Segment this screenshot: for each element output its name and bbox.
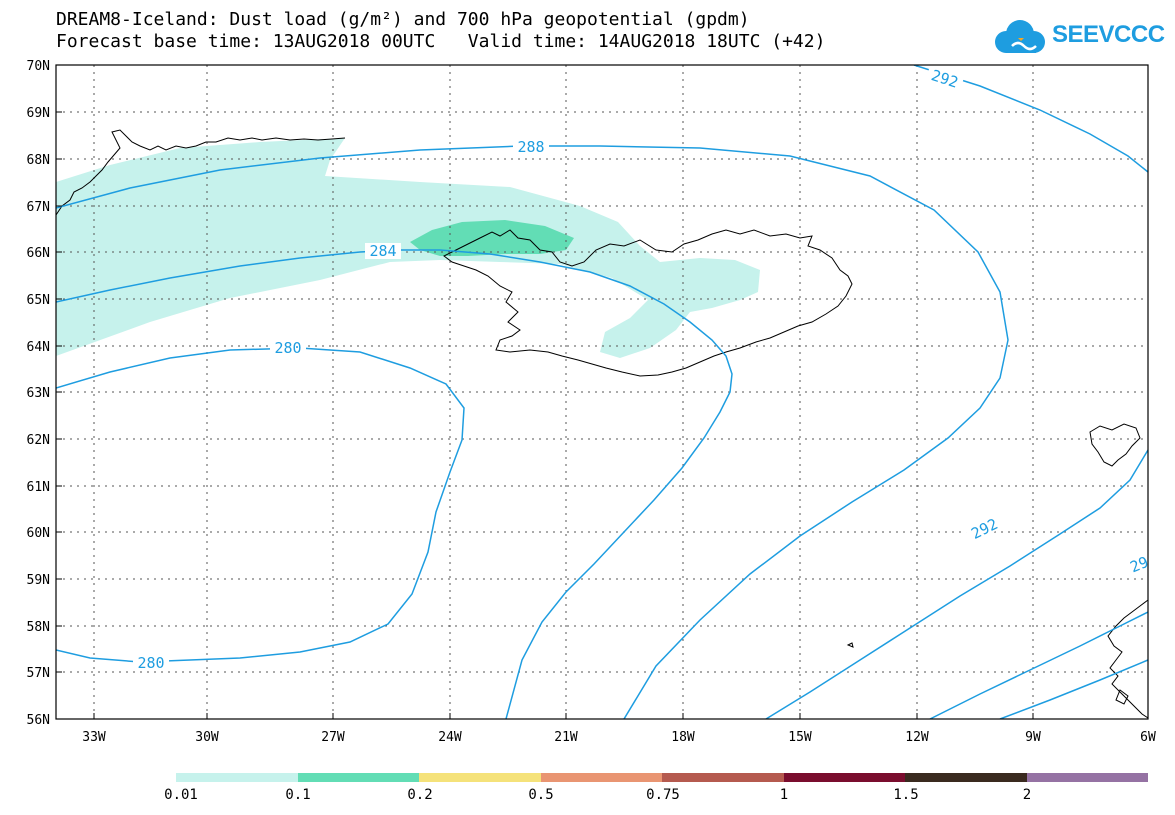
- lat-label: 65N: [27, 293, 50, 308]
- lon-label: 18W: [671, 730, 695, 745]
- colorbar-swatch: [419, 773, 541, 782]
- contour-280: [56, 347, 465, 663]
- contour-label-288: 288: [517, 138, 544, 156]
- lat-label: 67N: [27, 200, 50, 215]
- axis-ticks: [56, 64, 1034, 719]
- longitude-labels: 33W 30W 27W 24W 21W 18W 15W 12W 9W 6W: [82, 730, 1156, 745]
- lon-label: 21W: [554, 730, 578, 745]
- lat-label: 63N: [27, 386, 50, 401]
- lat-label: 69N: [27, 106, 50, 121]
- contour-284-west: [56, 249, 733, 719]
- contour-292-top: [913, 65, 1148, 173]
- contour-292-right: [765, 449, 1148, 719]
- contour-label-284: 284: [369, 242, 396, 260]
- lat-label: 70N: [27, 59, 50, 74]
- lat-label: 59N: [27, 573, 50, 588]
- lat-label: 57N: [27, 666, 50, 681]
- colorbar-swatch: [783, 773, 905, 782]
- map-title-line1: DREAM8-Iceland: Dust load (g/m²) and 700…: [56, 9, 750, 30]
- lat-label: 66N: [27, 246, 50, 261]
- lon-label: 33W: [82, 730, 106, 745]
- lon-label: 15W: [788, 730, 812, 745]
- iceland-coast: [443, 229, 853, 377]
- cloud-icon: [995, 20, 1045, 53]
- latitude-labels: 70N 69N 68N 67N 66N 65N 64N 63N 62N 61N …: [27, 59, 50, 728]
- lat-label: 68N: [27, 153, 50, 168]
- contour-label-296-edge: 29: [1128, 553, 1151, 576]
- colorbar-label: 0.2: [407, 787, 433, 803]
- colorbar-label: 0.75: [646, 787, 680, 803]
- seevccc-logo: [995, 20, 1045, 53]
- lat-label: 58N: [27, 620, 50, 635]
- colorbar-label: 2: [1022, 787, 1032, 803]
- lat-label: 64N: [27, 340, 50, 355]
- lat-label: 56N: [27, 713, 50, 728]
- contour-label-280-upper: 280: [274, 339, 301, 357]
- map-title-line2: Forecast base time: 13AUG2018 00UTC Vali…: [56, 31, 826, 52]
- contour-296: [929, 611, 1148, 719]
- colorbar-swatch: [905, 773, 1027, 782]
- colorbar-swatch: [176, 773, 298, 782]
- lon-label: 6W: [1140, 730, 1156, 745]
- geopotential-contours: [56, 65, 1148, 719]
- lon-label: 12W: [905, 730, 929, 745]
- faroe-shetland-coast: [1089, 423, 1141, 467]
- colorbar-swatch: [540, 773, 662, 782]
- dust-layer: [56, 138, 760, 358]
- logo-text: SEEVCCC: [1052, 21, 1165, 48]
- dust-area-low: [56, 138, 760, 358]
- colorbar-swatch: [662, 773, 784, 782]
- colorbar-label: 0.1: [285, 787, 311, 803]
- colorbar-label: 0.01: [164, 787, 198, 803]
- colorbar-label: 1: [779, 787, 789, 803]
- contour-label-280-lower: 280: [137, 654, 164, 672]
- colorbar-swatch: [1026, 773, 1148, 782]
- colorbar-label: 0.5: [528, 787, 554, 803]
- lon-label: 27W: [321, 730, 345, 745]
- lon-label: 9W: [1025, 730, 1041, 745]
- coastlines: [56, 129, 1148, 719]
- lat-label: 62N: [27, 433, 50, 448]
- lat-label: 60N: [27, 526, 50, 541]
- contour-label-292-top: 292: [929, 66, 960, 91]
- lon-label: 24W: [438, 730, 462, 745]
- colorbar: [176, 773, 1148, 782]
- lat-label: 61N: [27, 480, 50, 495]
- colorbar-swatch: [297, 773, 419, 782]
- dust-area-mid: [410, 220, 574, 256]
- contour-300: [999, 659, 1148, 719]
- scotland-coast: [1107, 599, 1148, 719]
- contour-288: [56, 145, 1009, 719]
- greenland-coast: [56, 129, 346, 216]
- lon-label: 30W: [195, 730, 219, 745]
- graticule: [56, 65, 1148, 719]
- colorbar-label: 1.5: [893, 787, 919, 803]
